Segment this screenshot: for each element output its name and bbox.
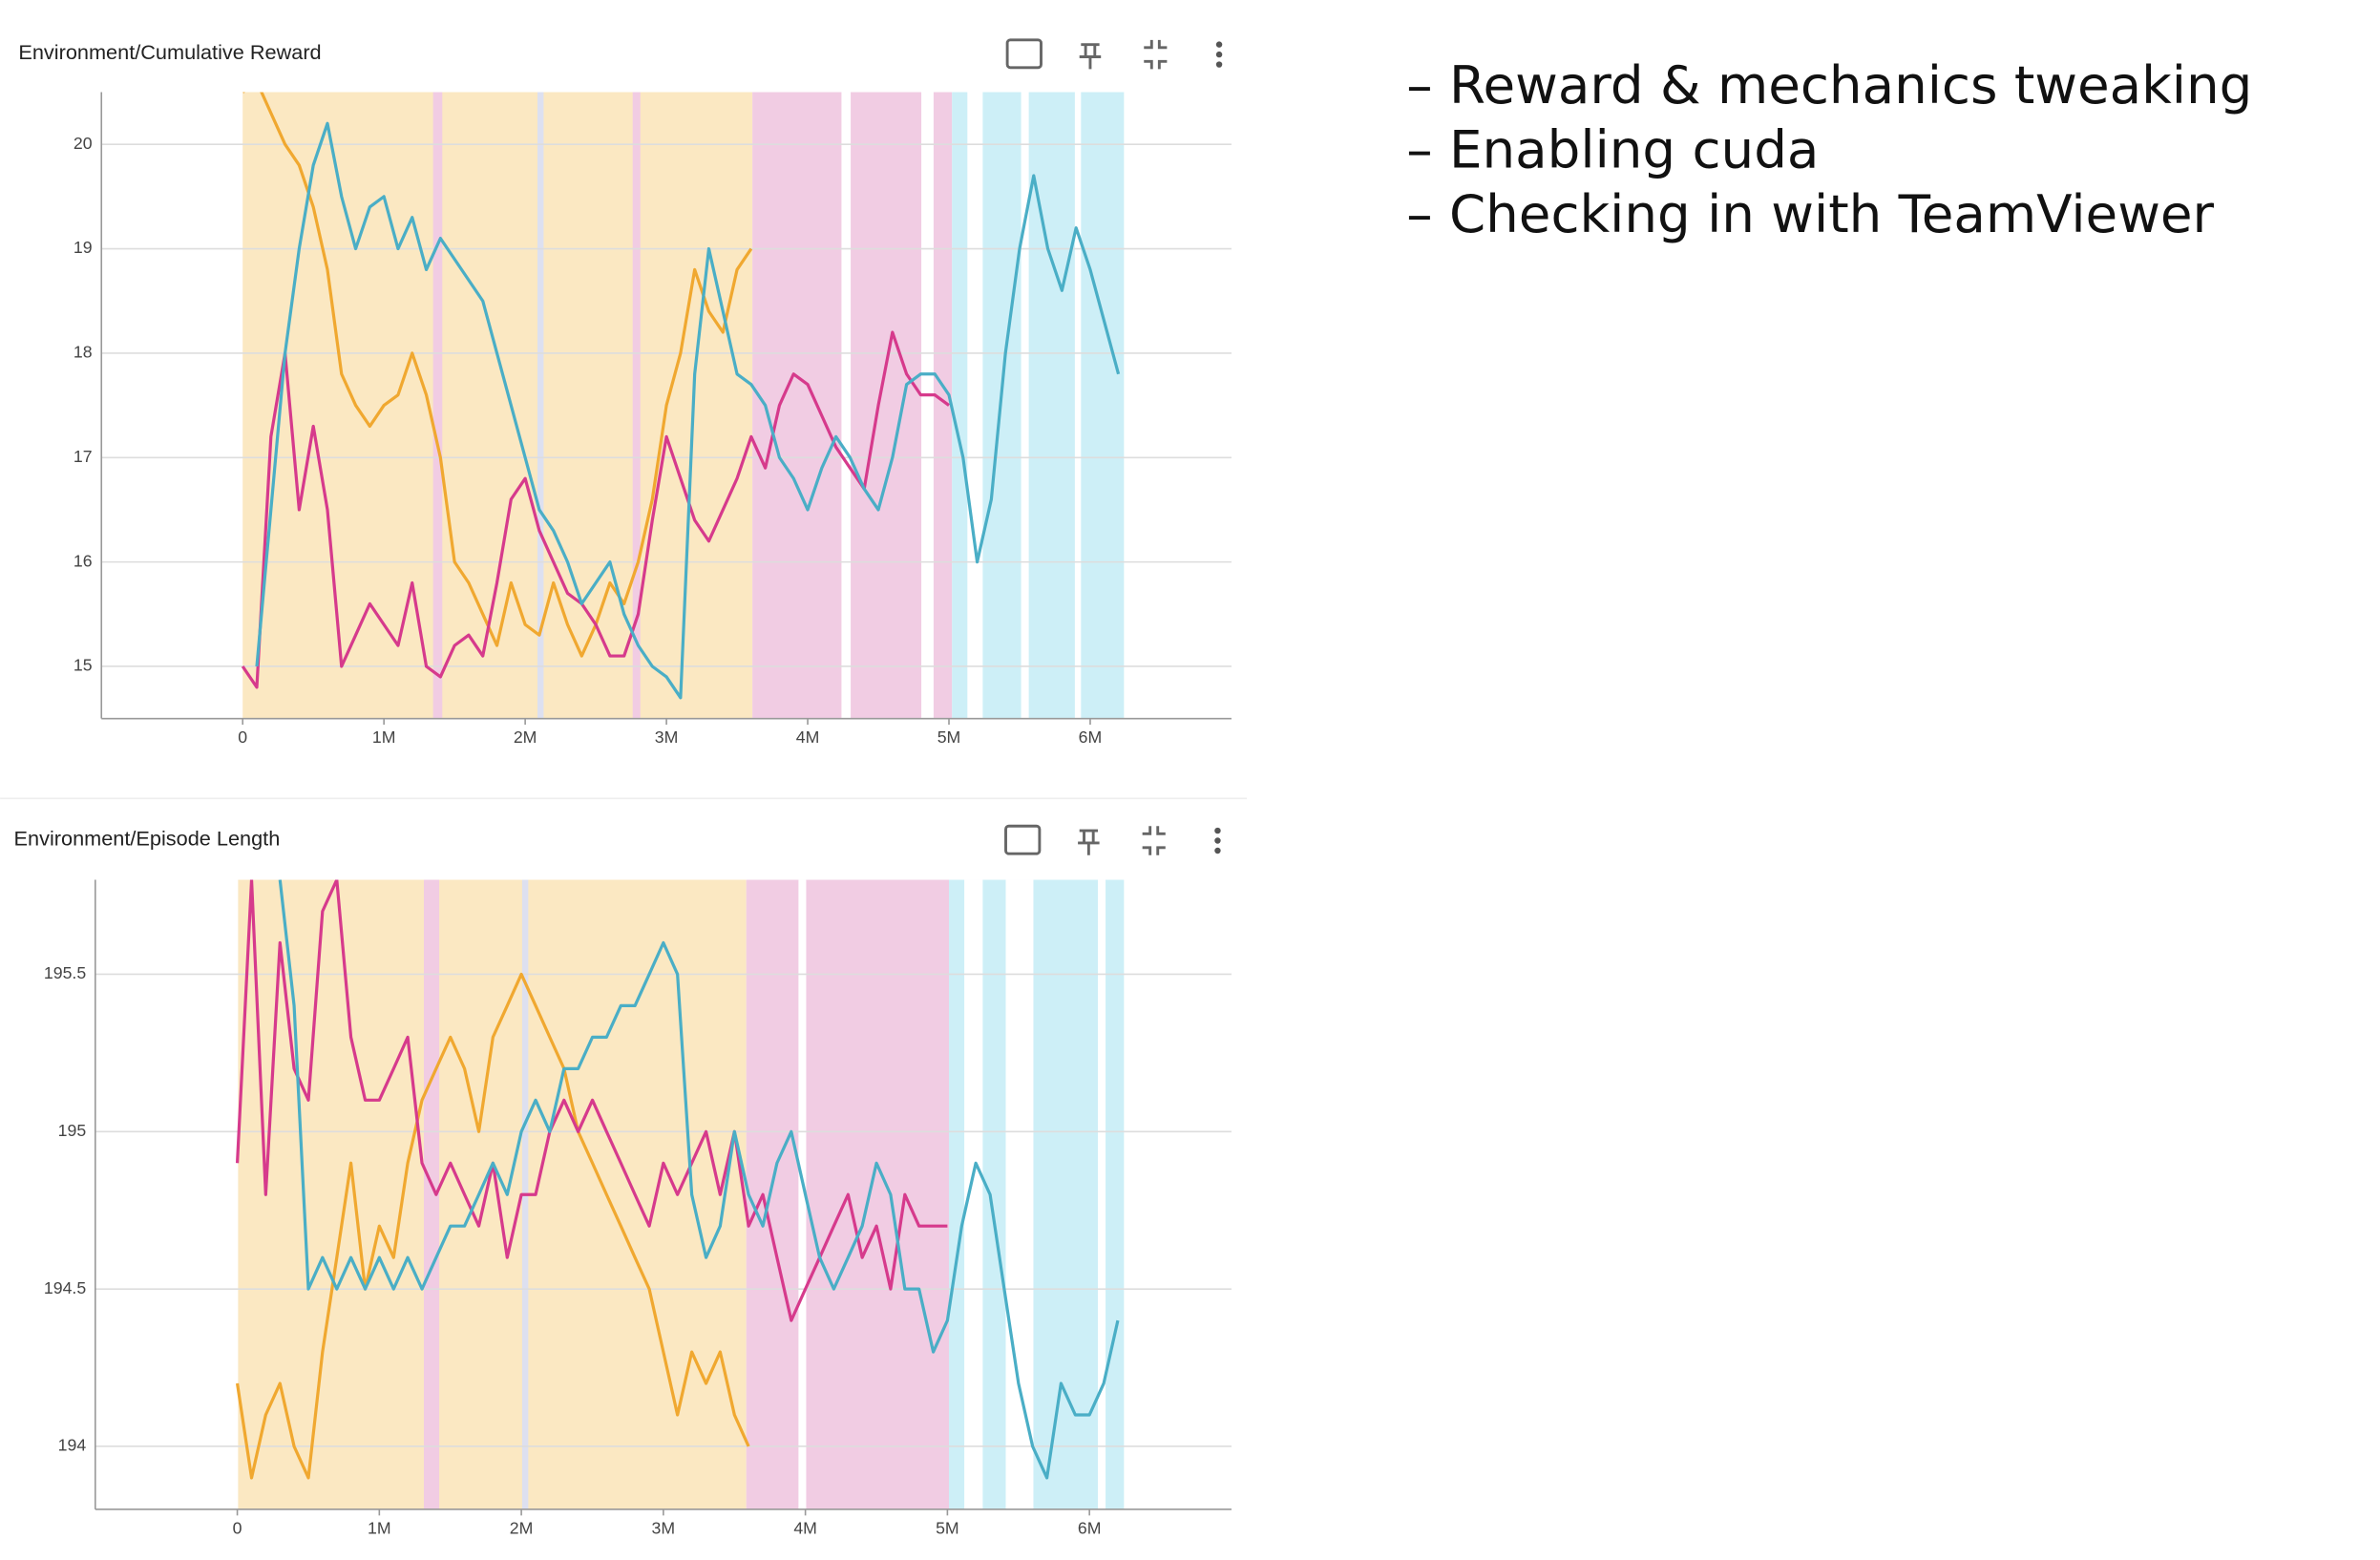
x-tick-label: 2M xyxy=(510,1519,534,1538)
raw-bands xyxy=(238,92,1125,1509)
fit-icon[interactable] xyxy=(1005,38,1043,70)
y-tick-label: 19 xyxy=(74,238,93,257)
series-line xyxy=(241,330,950,689)
note: – Enabling cuda xyxy=(1406,118,1819,179)
x-tick-label: 6M xyxy=(1078,1519,1102,1538)
collapse-icon[interactable] xyxy=(1144,39,1168,70)
x-tick-label: 2M xyxy=(514,727,537,747)
note: – Checking in with TeamViewer xyxy=(1406,183,2214,244)
chart-title: Environment/Cumulative Reward xyxy=(18,40,321,64)
x-tick-label: 1M xyxy=(372,727,396,747)
series-line xyxy=(235,972,750,1480)
x-tick-label: 3M xyxy=(652,1519,676,1538)
x-tick-label: 3M xyxy=(655,727,679,747)
series-line xyxy=(235,879,948,1322)
collapse-icon[interactable] xyxy=(1142,826,1166,855)
plot xyxy=(235,879,1120,1480)
y-tick-label: 16 xyxy=(74,551,93,570)
note: – Reward & mechanics tweaking xyxy=(1406,54,2252,116)
chart-title: Environment/Episode Length xyxy=(14,826,281,850)
pin-icon[interactable] xyxy=(1079,43,1102,70)
series-line xyxy=(255,121,1121,700)
pin-icon[interactable] xyxy=(1078,829,1100,855)
series-line xyxy=(278,879,1120,1480)
series-line xyxy=(242,92,753,658)
y-tick-label: 18 xyxy=(74,343,93,362)
y-tick-label: 195.5 xyxy=(44,963,86,982)
fit-icon[interactable] xyxy=(1004,824,1042,855)
x-tick-label: 4M xyxy=(793,1519,817,1538)
y-tick-label: 194 xyxy=(58,1436,87,1455)
y-tick-label: 17 xyxy=(74,447,93,466)
y-tick-label: 194.5 xyxy=(44,1278,86,1297)
menu-icon[interactable] xyxy=(1214,827,1221,854)
toolbar[interactable] xyxy=(1004,38,1223,855)
y-tick-label: 195 xyxy=(58,1121,87,1140)
x-tick-label: 0 xyxy=(233,1519,242,1538)
x-tick-label: 6M xyxy=(1079,727,1103,747)
menu-icon[interactable] xyxy=(1215,41,1223,68)
y-tick-label: 15 xyxy=(74,656,93,675)
x-tick-label: 1M xyxy=(368,1519,391,1538)
x-tick-label: 5M xyxy=(936,1519,959,1538)
y-tick-label: 20 xyxy=(74,134,93,153)
x-tick-label: 0 xyxy=(238,727,247,747)
x-tick-label: 5M xyxy=(937,727,961,747)
plot xyxy=(241,92,1121,700)
x-tick-label: 4M xyxy=(796,727,820,747)
